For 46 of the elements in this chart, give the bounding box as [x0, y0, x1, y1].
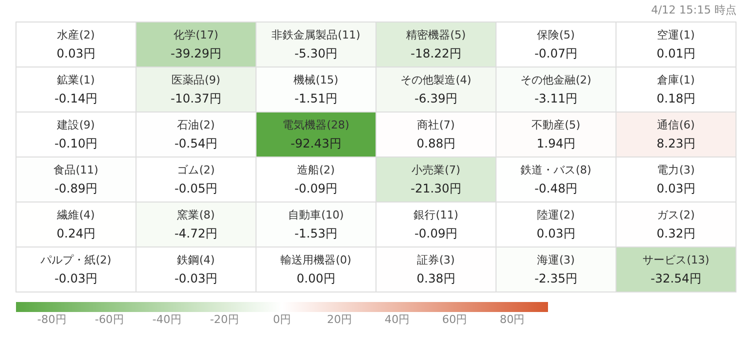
text: 建設(9) -0.10円	[54, 118, 98, 150]
color-bar-label: -20円	[210, 313, 239, 326]
text: 鉄鋼(4) -0.03円	[174, 254, 218, 286]
text: 海運(3) -2.35円	[534, 254, 578, 286]
text: 石油(2) -0.54円	[174, 118, 218, 150]
text: その他金融(2) -3.11円	[520, 74, 592, 106]
text: 保険(5) -0.07円	[534, 28, 578, 60]
text: 鉱業(1) -0.14円	[54, 74, 98, 106]
text: 倉庫(1) 0.18円	[656, 74, 696, 106]
text: 空運(1) 0.01円	[656, 28, 696, 60]
color-bar-label: -60円	[94, 313, 124, 326]
text: 4/12 15:15 時点	[651, 4, 736, 16]
text: サービス(13) -32.54円	[642, 254, 710, 286]
text: ゴム(2) -0.05円	[174, 164, 218, 196]
color-bar-label: 80円	[500, 313, 525, 326]
text: 機械(15) -1.51円	[294, 74, 338, 106]
text: パルプ・紙(2) -0.03円	[40, 254, 112, 286]
text: 通信(6) 8.23円	[656, 118, 696, 150]
color-bar-label: 60円	[442, 313, 468, 326]
text: 化学(17) -39.29円	[170, 28, 222, 60]
text: 自動車(10) -1.53円	[288, 208, 344, 240]
text: 繊維(4) 0.24円	[56, 208, 96, 240]
text: 輸送用機器(0) 0.00円	[280, 254, 352, 286]
text: 造船(2) -0.09円	[294, 164, 338, 196]
text: 不動産(5) 1.94円	[532, 118, 580, 150]
text: 小売業(7) -21.30円	[410, 164, 462, 196]
text: 電力(3) 0.03円	[656, 164, 696, 196]
color-bar-label: 40円	[384, 313, 410, 326]
text: 水産(2) 0.03円	[56, 28, 96, 60]
color-bar-label: 20円	[327, 313, 352, 326]
text: 商社(7) 0.88円	[416, 118, 456, 150]
text: ガス(2) 0.32円	[656, 208, 696, 240]
text: 医薬品(9) -10.37円	[170, 74, 222, 106]
text: 証券(3) 0.38円	[416, 254, 456, 286]
text: 電気機器(28) -92.43円	[282, 118, 350, 150]
color-bar-label: 0円	[273, 313, 291, 326]
color-bar-label: -40円	[152, 313, 182, 326]
text: 銀行(11) -0.09円	[414, 208, 458, 240]
text: 精密機器(5) -18.22円	[406, 28, 466, 60]
text: 非鉄金属製品(11) -5.30円	[272, 28, 360, 60]
text: その他製造(4) -6.39円	[400, 74, 472, 106]
color-bar-label: -80円	[37, 313, 66, 326]
text: 食品(11) -0.89円	[54, 164, 98, 196]
text: 陸運(2) 0.03円	[536, 208, 576, 240]
text: 鉄道・バス(8) -0.48円	[520, 164, 592, 196]
text: 窯業(8) -4.72円	[174, 208, 218, 240]
